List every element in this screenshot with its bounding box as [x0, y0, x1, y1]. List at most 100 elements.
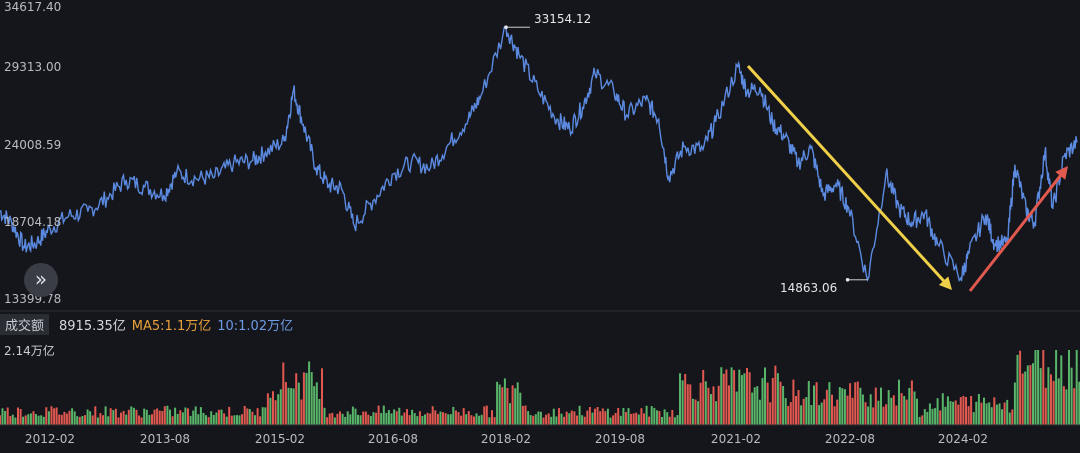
volume-bar	[923, 409, 926, 425]
min-price-label: 14863.06	[780, 281, 838, 295]
volume-bar	[89, 411, 92, 425]
volume-bar	[730, 367, 733, 425]
volume-bar	[691, 398, 694, 425]
volume-bar	[1029, 365, 1032, 425]
volume-bar	[1011, 409, 1014, 425]
volume-bar	[573, 411, 576, 425]
volume-bar	[748, 372, 751, 425]
volume-bar	[581, 415, 584, 425]
volume-bar	[491, 410, 493, 425]
volume-bar	[452, 406, 455, 425]
volume-bar	[521, 405, 524, 425]
volume-bar	[874, 387, 877, 425]
volume-bar	[143, 408, 146, 425]
volume-bar	[867, 406, 870, 425]
volume-bar	[1019, 350, 1022, 425]
volume-bar	[369, 416, 372, 425]
volume-bar	[300, 399, 303, 425]
volume-bar	[516, 382, 519, 425]
volume-bar	[357, 414, 359, 425]
volume-bar	[686, 384, 689, 425]
volume-bar	[238, 415, 241, 425]
volume-bar	[220, 409, 223, 425]
volume-bar	[197, 414, 200, 425]
volume-info-bar: 成交额 8915.35亿 MA5:1.1万亿 10:1.02万亿	[0, 313, 293, 335]
volume-bar	[831, 394, 833, 425]
volume-bar	[17, 407, 19, 425]
volume-bar	[475, 413, 478, 425]
volume-bar	[975, 401, 978, 425]
volume-bar	[426, 412, 429, 425]
volume-bar	[6, 407, 9, 425]
volume-bar	[1073, 388, 1076, 425]
volume-bar	[416, 416, 419, 425]
volume-bar	[375, 412, 378, 425]
volume-bar	[697, 401, 700, 425]
volume-bar	[921, 415, 924, 425]
volume-bar	[861, 394, 864, 425]
volume-bar	[217, 409, 220, 425]
volume-bar	[725, 369, 728, 425]
volume-bar	[846, 395, 849, 425]
volume-bar	[1055, 350, 1058, 425]
volume-bar	[825, 389, 828, 425]
volume-bar	[550, 416, 553, 425]
volume-bar	[676, 415, 679, 425]
volume-bar	[712, 386, 715, 425]
volume-bar	[202, 412, 205, 425]
volume-bar	[637, 414, 640, 425]
volume-tag[interactable]: 成交额	[0, 313, 50, 335]
volume-bar	[387, 410, 390, 425]
y-tick-label: 18704.18	[4, 215, 62, 229]
volume-bar	[349, 414, 352, 425]
volume-bar	[828, 382, 831, 425]
volume-bar	[529, 415, 532, 425]
volume-bar	[586, 410, 589, 425]
volume-bar	[509, 403, 511, 425]
x-tick-label: 2021-02	[710, 432, 762, 446]
volume-bar	[333, 417, 336, 425]
volume-bar	[1050, 374, 1052, 425]
volume-bar	[470, 415, 473, 425]
volume-bar	[1006, 399, 1009, 425]
volume-bar	[1068, 350, 1070, 425]
volume-bar	[552, 408, 555, 425]
volume-bar	[176, 413, 179, 425]
volume-bar	[112, 410, 115, 425]
volume-bar	[181, 412, 184, 425]
volume-bar	[406, 409, 408, 425]
volume-bar	[1, 408, 4, 425]
volume-bar	[908, 387, 911, 425]
volume-bar	[928, 403, 931, 425]
volume-bar	[710, 394, 712, 425]
volume-bar	[431, 406, 434, 425]
volume-bar	[751, 392, 754, 425]
volume-bar	[442, 412, 444, 425]
volume-bar	[939, 410, 942, 425]
volume-bar	[390, 413, 393, 425]
volume-bar	[820, 402, 823, 425]
y-tick-label: 29313.00	[4, 60, 62, 74]
volume-bar	[519, 392, 522, 425]
volume-bar	[248, 409, 251, 425]
volume-bar	[882, 406, 885, 425]
volume-bar	[94, 406, 97, 425]
volume-bar	[856, 381, 859, 425]
volume-bar	[604, 411, 607, 425]
volume-bar	[109, 408, 112, 425]
volume-bar	[398, 407, 401, 425]
volume-bar	[37, 415, 40, 425]
expand-panel-button[interactable]: »	[24, 263, 58, 297]
volume-bar	[776, 373, 779, 425]
volume-bar	[810, 405, 813, 425]
volume-bar	[266, 393, 269, 425]
volume-bar	[76, 416, 79, 425]
volume-bar	[617, 408, 620, 425]
volume-bar	[284, 382, 287, 425]
volume-bar	[689, 384, 692, 425]
volume-bar	[980, 402, 983, 425]
volume-bar	[158, 410, 161, 425]
volume-bar	[14, 417, 17, 425]
volume-bar	[1060, 355, 1063, 425]
volume-bar	[485, 405, 488, 425]
